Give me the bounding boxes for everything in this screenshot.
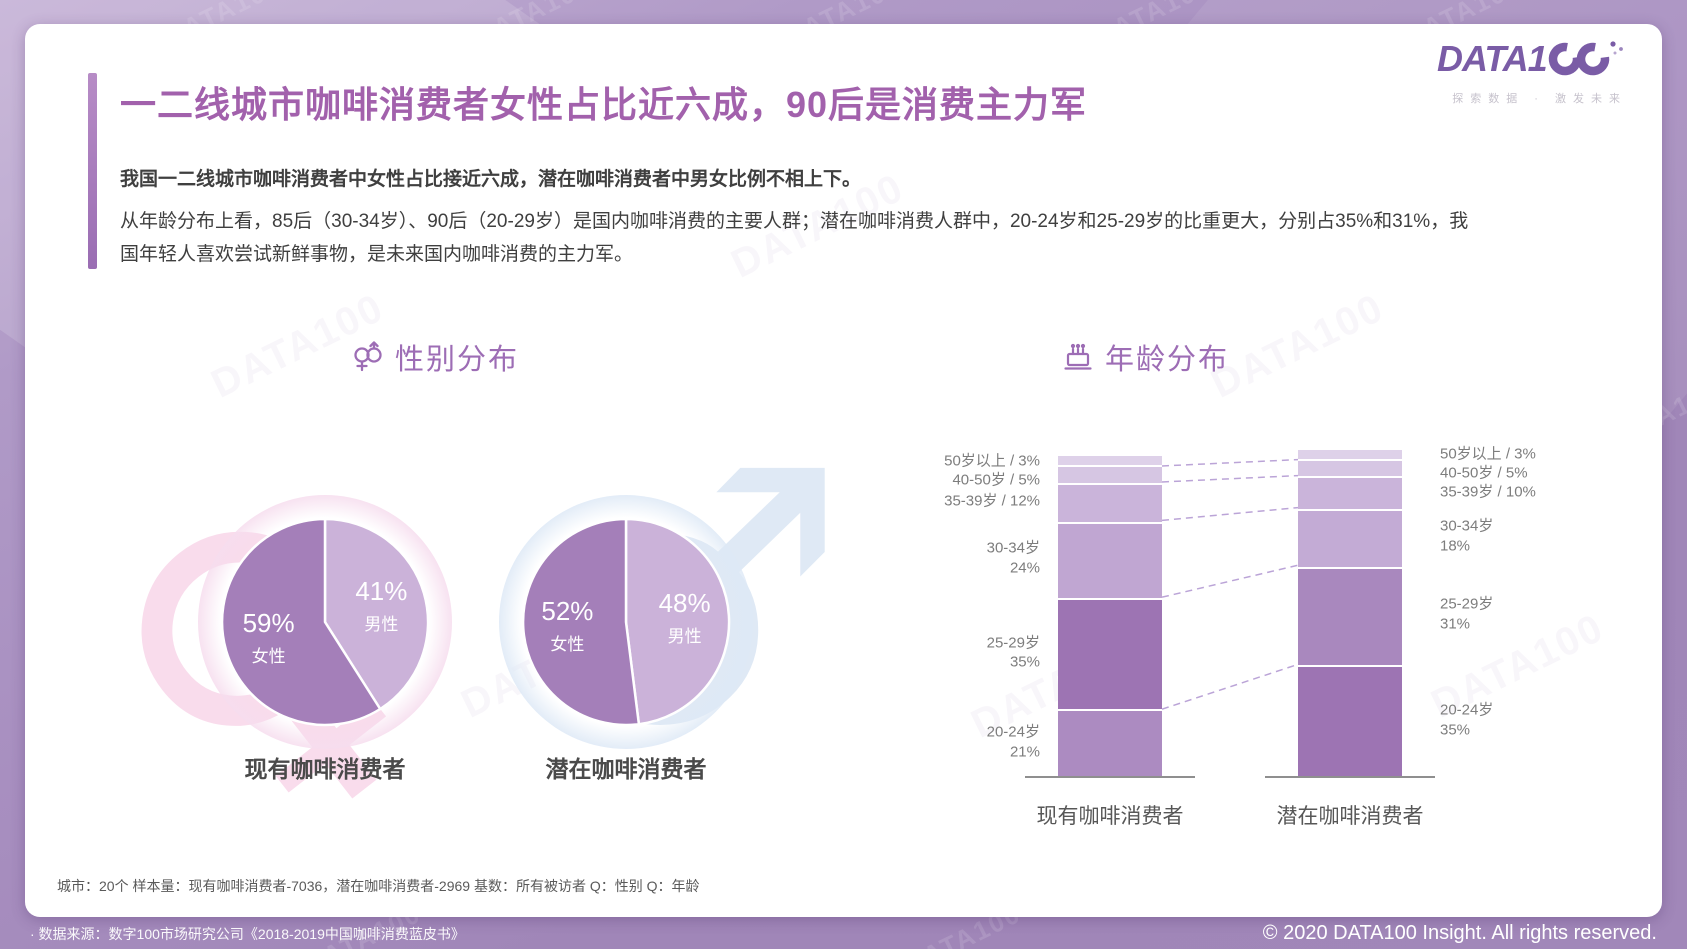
brand-tagline: 探索数据 · 激发未来 [1452,93,1627,105]
bar-segment [1298,665,1402,776]
content-card: DATA100 DATA100 DATA100 DATA100 DATA100 … [25,24,1662,917]
segment-connector-lines [1162,458,1298,710]
bar-segment [1058,522,1162,599]
footer-bar: · 数据来源：数字100市场研究公司《2018-2019中国咖啡消费蓝皮书》 ©… [0,918,1687,949]
pie-group-label-existing: 现有咖啡消费者 [244,756,406,782]
bar-segment [1058,456,1162,466]
pie-chart-svg [220,517,430,727]
bar-group-label-existing: 现有咖啡消费者 [1036,805,1184,828]
bar-segment [1058,465,1162,483]
pie-group-label-potential: 潜在咖啡消费者 [545,756,707,782]
bar-segment-label: 35-39岁 / 12% [944,492,1040,510]
bar-segment [1298,449,1402,459]
bar-segment-label: 50岁以上 / 3% [944,452,1040,470]
bar-segment [1058,598,1162,709]
bar-segment-label: 30-34岁 18% [1440,517,1494,555]
gender-chart-title-label: 性别分布 [394,344,519,376]
data100-logo-icon: DATA1 [1437,38,1623,79]
title-accent-bar [88,73,97,269]
bar-segment [1298,476,1402,510]
bar-segment-label: 25-29岁 31% [1440,595,1494,633]
data-source: · 数据来源：数字100市场研究公司《2018-2019中国咖啡消费蓝皮书》 [30,925,465,942]
bar-segment-label: 30-34岁 24% [986,539,1040,577]
axis-baseline-left [1025,776,1195,778]
bar-segment [1058,482,1162,522]
bar-segment-label: 40-50岁 / 5% [952,471,1040,489]
age-chart-title-label: 年龄分布 [1104,344,1229,376]
bar-segment-label: 20-24岁 35% [1440,701,1494,739]
bar-group-label-potential: 潜在咖啡消费者 [1276,805,1424,828]
bar-segment-label: 20-24岁 21% [986,723,1040,761]
bar-segment [1298,509,1402,568]
bar-segment-label: 25-29岁 35% [986,634,1040,671]
bar-segment [1298,567,1402,666]
bar-segment-label: 50岁以上 / 3% [1440,445,1536,463]
page-title: 一二线城市咖啡消费者女性占比近六成，90后是消费主力军 [120,84,1088,125]
stacked-bar-potential [1298,449,1402,776]
pie-chart-svg [521,517,731,727]
age-chart-title: 年龄分布 [825,336,1465,378]
bar-segment-label: 35-39岁 / 10% [1440,483,1536,501]
bar-segment [1298,458,1402,477]
summary-paragraph-2: 从年龄分布上看，85后（30-34岁）、90后（20-29岁）是国内咖啡消费的主… [120,211,1469,265]
bar-segment [1058,708,1162,776]
copyright: © 2020 DATA100 Insight. All rights reser… [1262,922,1657,944]
axis-baseline-right [1265,776,1435,778]
svg-text:DATA1: DATA1 [1437,38,1547,79]
birthday-cake-icon [1064,343,1092,370]
brand-logo: DATA1 探索数据 · 激发未来 [1407,38,1627,106]
bar-labels-left: 50岁以上 / 3% 40-50岁 / 5% 35-39岁 / 12% 30-34岁 2… [865,452,1040,776]
bar-segment-label: 40-50岁 / 5% [1440,464,1528,482]
stacked-bar-existing [1058,456,1162,776]
summary-paragraph-1: 我国一二线城市咖啡消费者中女性占比接近六成，潜在咖啡消费者中男女比例不相上下。 [120,169,862,190]
gender-icon [354,341,382,372]
bar-labels-right: 50岁以上 / 3% 40-50岁 / 5% 35-39岁 / 10% 30-34岁 1… [1440,446,1645,776]
gender-chart-title: 性别分布 [105,336,765,378]
methodology-note: 城市：20个 样本量：现有咖啡消费者-7036，潜在咖啡消费者-2969 基数：… [57,878,700,894]
age-chart: 50岁以上 / 3% 40-50岁 / 5% 35-39岁 / 12% 30-34岁 2… [865,444,1645,844]
